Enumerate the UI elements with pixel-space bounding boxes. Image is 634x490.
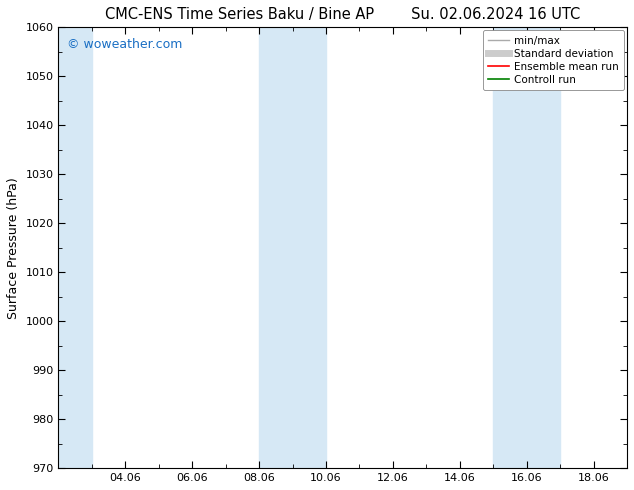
Bar <box>58 27 92 468</box>
Y-axis label: Surface Pressure (hPa): Surface Pressure (hPa) <box>7 177 20 318</box>
Title: CMC-ENS Time Series Baku / Bine AP        Su. 02.06.2024 16 UTC: CMC-ENS Time Series Baku / Bine AP Su. 0… <box>105 7 580 22</box>
Legend: min/max, Standard deviation, Ensemble mean run, Controll run: min/max, Standard deviation, Ensemble me… <box>482 30 624 90</box>
Text: © woweather.com: © woweather.com <box>67 38 183 51</box>
Bar <box>493 27 560 468</box>
Bar <box>259 27 326 468</box>
